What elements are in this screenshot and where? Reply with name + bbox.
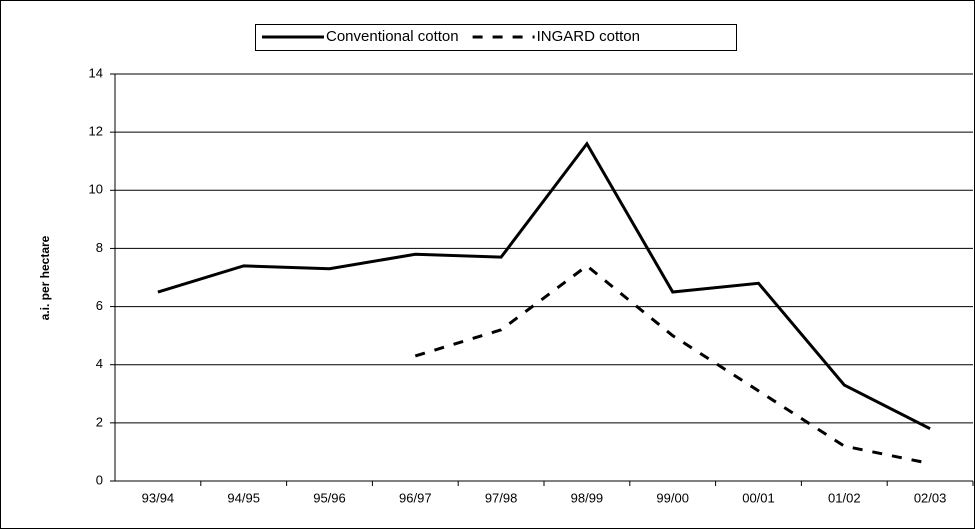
x-tick-label: 02/03: [914, 490, 947, 505]
y-tick-label: 10: [89, 182, 103, 197]
legend-label: INGARD cotton: [537, 28, 640, 45]
series-line: [157, 141, 931, 431]
y-tick-label: 12: [89, 124, 103, 139]
series-line: [414, 263, 931, 466]
y-tick-label: 8: [96, 240, 103, 255]
x-tick-label: 98/99: [571, 490, 604, 505]
x-tick-label: 97/98: [485, 490, 518, 505]
x-tick-label: 95/96: [313, 490, 346, 505]
y-tick-label: 14: [89, 65, 103, 80]
y-tick-label: 6: [96, 298, 103, 313]
y-tick-label: 0: [96, 472, 103, 487]
x-tick-label: 96/97: [399, 490, 432, 505]
y-axis-label: a.i. per hectare: [38, 235, 52, 320]
y-tick-label: 2: [96, 414, 103, 429]
x-tick-label: 00/01: [742, 490, 775, 505]
x-tick-label: 01/02: [828, 490, 861, 505]
x-tick-label: 94/95: [227, 490, 260, 505]
y-tick-label: 4: [96, 356, 103, 371]
legend-label: Conventional cotton: [326, 28, 459, 45]
x-tick-label: 99/00: [656, 490, 689, 505]
x-tick-label: 93/94: [142, 490, 175, 505]
